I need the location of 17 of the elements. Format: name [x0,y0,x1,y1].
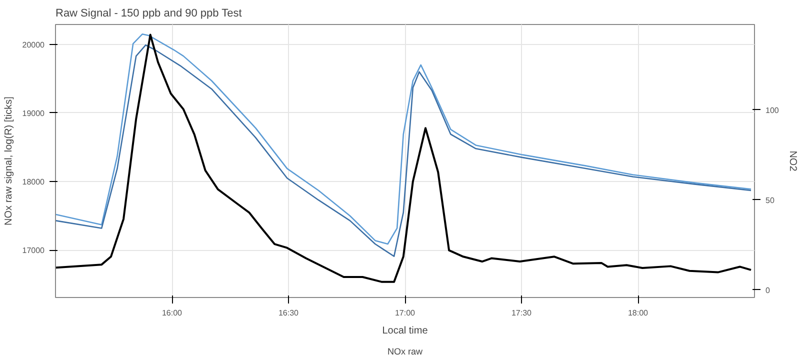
y2-tick-label: 0 [766,286,770,295]
y-tick-label: 20000 [22,40,46,50]
y-tick-label: 17000 [22,246,46,256]
y-axis-title: NOx raw signal, log(R) [ticks] [3,96,14,226]
x-tick-label: 17:00 [394,308,416,318]
x-tick-label: 16:00 [162,308,183,318]
legend-title: NOx raw [388,346,423,356]
x-tick-label: 16:30 [278,308,300,318]
x-tick-label: 17:30 [511,308,532,318]
y2-tick-label: 100 [766,106,780,115]
chart-title: Raw Signal - 150 ppb and 90 ppb Test [56,8,242,20]
x-tick-label: 18:00 [628,308,649,318]
y-tick-label: 18000 [22,178,46,187]
x-axis-title: Local time [382,326,428,336]
y2-tick-label: 50 [766,196,775,205]
y-tick-label: 19000 [22,108,46,118]
y2-axis-title: NO2 [786,150,798,172]
